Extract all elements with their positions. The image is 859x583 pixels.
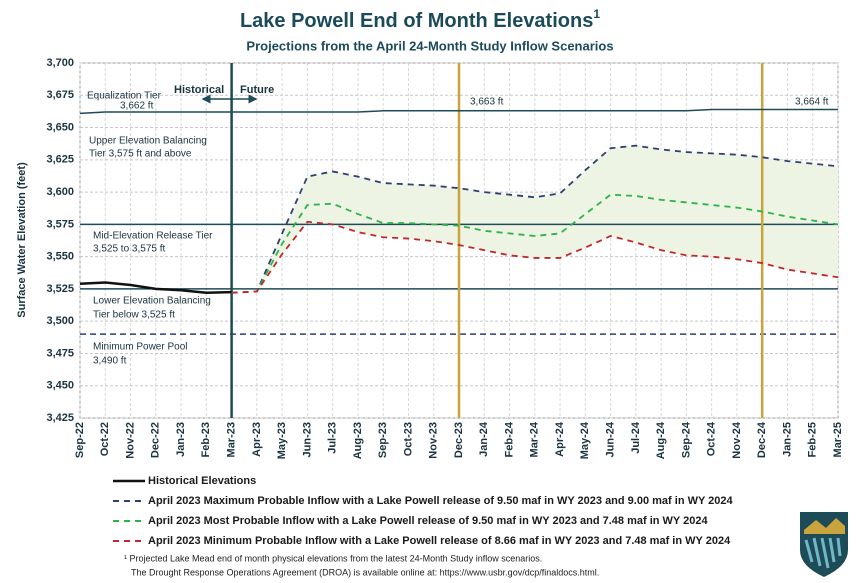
- series-line: [231, 220, 839, 294]
- y-axis-label: Surface Water Elevation (feet): [16, 162, 28, 318]
- chart-subtitle: Projections from the April 24-Month Stud…: [246, 38, 613, 53]
- y-tick-label: 3,600: [46, 186, 74, 198]
- legend-label: April 2023 Maximum Probable Inflow with …: [148, 495, 734, 507]
- annotation: Future: [240, 84, 274, 96]
- legend-label: Historical Elevations: [148, 475, 256, 487]
- x-tick-label: Dec-22: [150, 422, 162, 458]
- x-tick-label: Jun-23: [301, 422, 313, 457]
- annotation: Equalization Tier: [87, 91, 162, 102]
- y-tick-label: 3,525: [46, 283, 74, 295]
- annotation: 3,664 ft: [795, 97, 829, 108]
- x-tick-label: Nov-24: [731, 421, 743, 459]
- x-tick-label: May-24: [579, 421, 591, 459]
- annotation: 3,662 ft: [120, 101, 154, 112]
- x-tick-label: Aug-23: [352, 422, 364, 459]
- chart-title: Lake Powell End of Month Elevations1: [240, 7, 600, 32]
- x-tick-label: Dec-23: [453, 422, 465, 458]
- y-tick-label: 3,625: [46, 154, 74, 166]
- y-tick-label: 3,575: [46, 218, 74, 230]
- legend-label: April 2023 Minimum Probable Inflow with …: [148, 535, 731, 547]
- annotation: Minimum Power Pool: [93, 342, 187, 353]
- x-tick-label: Apr-24: [554, 421, 566, 457]
- x-tick-label: Feb-23: [200, 422, 212, 457]
- y-tick-label: 3,550: [46, 251, 74, 263]
- footnote: The Drought Response Operations Agreemen…: [131, 567, 599, 577]
- x-tick-label: Dec-24: [756, 421, 768, 458]
- equalization-tier-line: [79, 108, 838, 115]
- x-tick-label: Aug-24: [655, 421, 667, 459]
- x-tick-label: Oct-24: [706, 421, 718, 456]
- series-line: [231, 193, 839, 294]
- x-tick-label: Nov-22: [124, 422, 136, 459]
- x-tick-label: Oct-23: [402, 422, 414, 456]
- y-tick-label: 3,425: [46, 412, 74, 424]
- x-tick-label: Sep-22: [74, 422, 86, 458]
- y-tick-label: 3,675: [46, 89, 74, 101]
- annotation: Lower Elevation Balancing: [93, 296, 211, 307]
- x-tick-label: Mar-24: [529, 421, 541, 457]
- annotation: Upper Elevation Balancing: [89, 136, 207, 147]
- x-tick-label: Feb-24: [503, 421, 515, 457]
- series-line: [79, 281, 232, 295]
- y-tick-label: 3,650: [46, 121, 74, 133]
- projection-range: [231, 145, 839, 293]
- x-tick-label: Jul-24: [630, 421, 642, 454]
- annotation: Tier below 3,525 ft: [93, 310, 175, 321]
- x-tick-label: Sep-23: [377, 422, 389, 458]
- x-tick-label: Feb-25: [807, 422, 819, 457]
- x-tick-label: Jun-24: [605, 421, 617, 457]
- legend-label: April 2023 Most Probable Inflow with a L…: [148, 515, 708, 527]
- x-tick-label: May-23: [276, 422, 288, 459]
- x-tick-label: Sep-24: [680, 421, 692, 458]
- x-tick-label: Oct-22: [99, 422, 111, 456]
- x-tick-label: Jul-23: [327, 422, 339, 454]
- annotation: Tier 3,575 ft and above: [89, 149, 192, 160]
- x-tick-label: Jan-25: [781, 422, 793, 457]
- x-tick-label: Mar-23: [226, 422, 238, 457]
- annotation: 3,490 ft: [93, 356, 127, 367]
- footnote: ¹ Projected Lake Mead end of month physi…: [124, 553, 542, 563]
- logo: [800, 512, 848, 577]
- plot-area: Sep-22 Oct-22 Nov-22 Dec-22 Jan-23 Feb-23 Mar-…: [46, 57, 843, 459]
- x-tick-label: Jan-23: [175, 422, 187, 457]
- y-tick-label: 3,700: [46, 57, 74, 69]
- annotation: 3,663 ft: [470, 97, 504, 108]
- y-tick-label: 3,500: [46, 315, 74, 327]
- title-superscript: 1: [593, 7, 600, 21]
- annotation: Mid-Elevation Release Tier: [93, 231, 213, 242]
- title-text: Lake Powell End of Month Elevations: [240, 10, 593, 32]
- x-tick-label: Jan-24: [478, 421, 490, 457]
- y-tick-label: 3,450: [46, 380, 74, 392]
- x-tick-label: Nov-23: [428, 422, 440, 459]
- x-tick-label: Mar-25: [832, 422, 844, 457]
- series-line: [231, 144, 839, 294]
- annotation: Historical: [174, 84, 224, 96]
- annotation: 3,525 to 3,575 ft: [93, 244, 166, 255]
- y-tick-label: 3,475: [46, 347, 74, 359]
- x-tick-label: Apr-23: [251, 422, 263, 457]
